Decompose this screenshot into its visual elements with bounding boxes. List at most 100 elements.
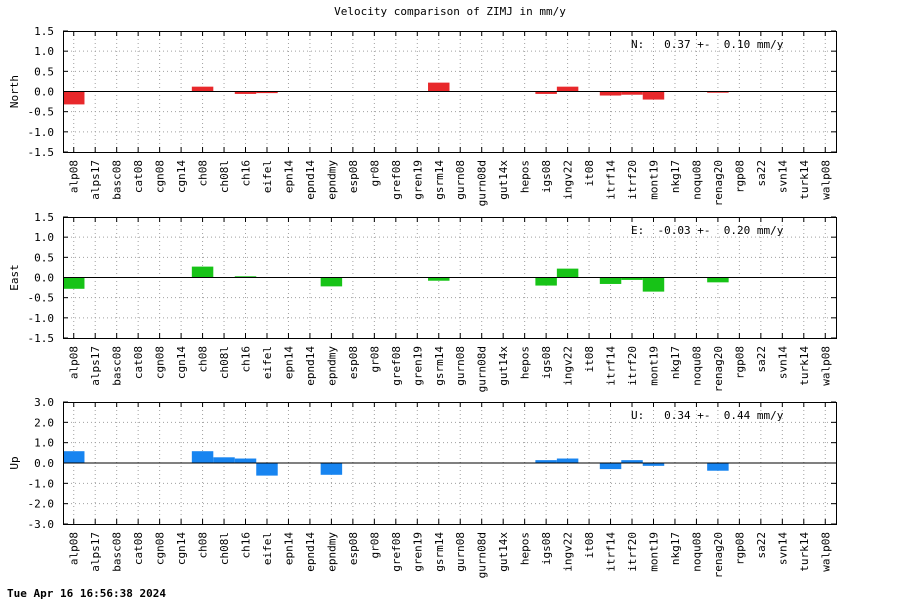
bar-renag20	[707, 277, 729, 283]
y-tick-label: -2.0	[28, 498, 55, 511]
x-tick-label-turk14: turk14	[798, 346, 811, 386]
bar-mont19	[642, 463, 665, 466]
x-tick-label-epndmy: epndmy	[325, 160, 338, 200]
y-tick-label: 2.0	[34, 416, 54, 429]
y-tick-label: 0.0	[34, 457, 54, 470]
x-tick-label-svn14: svn14	[776, 160, 789, 193]
x-tick-label-gref08: gref08	[390, 532, 403, 572]
x-tick-label-alp08: alp08	[68, 160, 81, 193]
x-tick-label-sa22: sa22	[755, 160, 768, 187]
x-tick-label-cgn14: cgn14	[175, 532, 188, 565]
chart-title: Velocity comparison of ZIMJ in mm/y	[334, 5, 566, 18]
y-tick-label: 1.0	[34, 45, 54, 58]
x-tick-label-epnd14: epnd14	[304, 532, 317, 572]
x-tick-label-gurn08: gurn08	[454, 346, 467, 386]
bar-alp08	[63, 451, 85, 463]
y-tick-label: -1.5	[28, 332, 55, 345]
bar-epndmy	[320, 463, 343, 475]
x-tick-label-hepos: hepos	[519, 532, 532, 565]
x-tick-label-cgn08: cgn08	[154, 532, 167, 565]
y-tick-label: 0.0	[34, 272, 54, 285]
x-tick-label-gsrm14: gsrm14	[433, 346, 446, 386]
x-tick-label-gurn08d: gurn08d	[476, 532, 489, 578]
x-tick-label-gr08: gr08	[368, 532, 381, 559]
x-tick-label-svn14: svn14	[776, 532, 789, 565]
bar-epndmy	[320, 277, 343, 287]
x-tick-label-nkg17: nkg17	[669, 160, 682, 193]
x-tick-label-it08: it08	[583, 346, 596, 373]
bar-itrf20	[621, 277, 643, 280]
x-tick-label-gr08: gr08	[368, 346, 381, 373]
x-tick-label-igs08: igs08	[540, 160, 553, 193]
y-axis-label: Up	[8, 456, 21, 469]
x-tick-label-turk14: turk14	[798, 532, 811, 572]
bar-ch16	[234, 91, 257, 94]
y-tick-label: 0.0	[34, 86, 54, 99]
x-tick-label-ch08l: ch08l	[218, 346, 231, 379]
y-tick-label: -1.0	[28, 126, 55, 139]
y-tick-label: -0.5	[28, 292, 55, 305]
x-tick-label-rgp08: rgp08	[733, 346, 746, 379]
x-tick-label-cgn14: cgn14	[175, 346, 188, 379]
x-tick-label-alps17: alps17	[89, 160, 102, 200]
y-tick-label: -1.0	[28, 312, 55, 325]
x-tick-label-epndmy: epndmy	[325, 346, 338, 386]
bar-ch16	[234, 458, 257, 463]
x-tick-label-rgp08: rgp08	[733, 160, 746, 193]
x-tick-label-ch08: ch08	[197, 346, 210, 373]
x-tick-label-alps17: alps17	[89, 346, 102, 386]
panel-north: 1.5 1.0 0.5 0.0 -0.5 -1.0 -1.5 alp08 alps17 basc0…	[8, 25, 837, 206]
bar-eifel	[256, 91, 278, 94]
y-tick-label: -1.5	[28, 146, 55, 159]
x-tick-label-gut14x: gut14x	[497, 346, 510, 386]
x-tick-label-itrf20: itrf20	[626, 160, 639, 200]
stat-annotation: N: 0.37 +- 0.10 mm/y	[631, 38, 784, 51]
timestamp: Tue Apr 16 16:56:38 2024	[7, 587, 166, 600]
x-tick-label-cat08: cat08	[132, 160, 145, 193]
y-tick-label: 1.5	[34, 25, 54, 38]
bar-ch08	[191, 451, 214, 463]
x-tick-label-epnd14: epnd14	[304, 346, 317, 386]
x-tick-label-ch16: ch16	[240, 532, 253, 559]
x-tick-label-gref08: gref08	[390, 346, 403, 386]
y-tick-label: 0.5	[34, 65, 54, 78]
y-tick-label: 0.5	[34, 251, 54, 264]
y-tick-label: 3.0	[34, 396, 54, 409]
x-tick-label-gut14x: gut14x	[497, 532, 510, 572]
x-tick-label-it08: it08	[583, 532, 596, 559]
x-tick-label-ch08l: ch08l	[218, 160, 231, 193]
x-tick-label-sa22: sa22	[755, 346, 768, 373]
x-tick-label-gut14x: gut14x	[497, 160, 510, 200]
x-tick-label-mont19: mont19	[647, 532, 660, 572]
bar-ch08	[191, 86, 214, 92]
x-tick-label-epn14: epn14	[282, 160, 295, 193]
bar-eifel	[256, 463, 278, 476]
x-tick-label-cgn14: cgn14	[175, 160, 188, 193]
bar-itrf14	[599, 91, 622, 96]
x-tick-label-itrf14: itrf14	[605, 532, 618, 572]
x-tick-label-esp08: esp08	[347, 160, 360, 193]
x-tick-label-renag20: renag20	[712, 160, 725, 206]
bar-ch16	[234, 276, 257, 278]
x-tick-label-rgp08: rgp08	[733, 532, 746, 565]
panel-up: 3.0 2.0 1.0 0.0 -1.0 -2.0 -3.0 alp08 alps17 basc0…	[8, 396, 837, 578]
y-tick-label: -1.0	[28, 477, 55, 490]
bar-ingv22	[556, 458, 579, 463]
x-tick-label-gurn08: gurn08	[454, 160, 467, 200]
x-tick-label-gurn08d: gurn08d	[476, 346, 489, 392]
bar-mont19	[642, 277, 665, 292]
stat-annotation: E: -0.03 +- 0.20 mm/y	[631, 224, 784, 237]
x-tick-label-cat08: cat08	[132, 532, 145, 565]
x-tick-label-gref08: gref08	[390, 160, 403, 200]
x-tick-label-epnd14: epnd14	[304, 160, 317, 200]
x-tick-label-it08: it08	[583, 160, 596, 187]
x-tick-label-hepos: hepos	[519, 160, 532, 193]
x-tick-label-walp08: walp08	[819, 160, 832, 200]
x-tick-label-esp08: esp08	[347, 346, 360, 379]
x-tick-label-gurn08d: gurn08d	[476, 160, 489, 206]
bar-itrf20	[621, 91, 643, 95]
bar-igs08	[535, 460, 557, 463]
x-tick-label-gsrm14: gsrm14	[433, 160, 446, 200]
x-tick-label-mont19: mont19	[647, 346, 660, 386]
x-tick-label-basc08: basc08	[111, 532, 124, 572]
